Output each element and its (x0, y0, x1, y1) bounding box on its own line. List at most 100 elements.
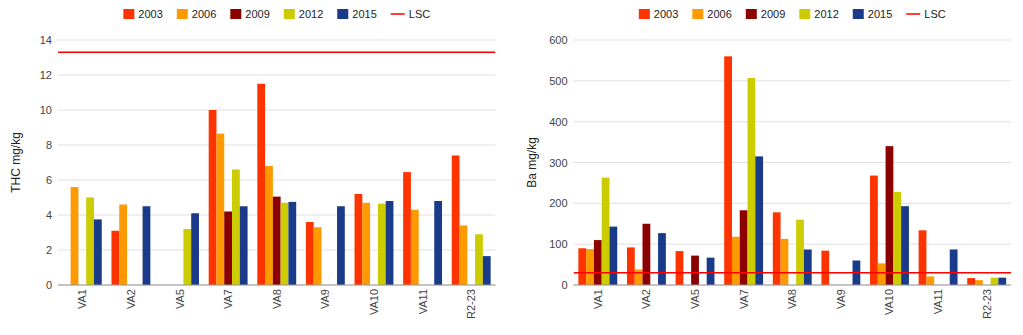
bar (386, 201, 394, 285)
bar (676, 251, 684, 285)
bar (643, 224, 651, 285)
x-tick-label: VA7 (222, 289, 234, 309)
grid-line (58, 285, 496, 286)
legend-item: 2003 (123, 8, 162, 20)
bar (281, 203, 289, 285)
panel: 0100200300400500600Ba mg/kgVA1VA2VA5VA7V… (525, 8, 1012, 319)
bar (434, 201, 442, 285)
grid-line (574, 285, 1012, 286)
bar (216, 134, 224, 285)
legend-swatch (123, 9, 134, 19)
legend-swatch (177, 9, 188, 19)
bar (475, 234, 483, 285)
legend-label: 2006 (707, 8, 731, 20)
bar (950, 249, 958, 285)
x-tick-label: VA5 (689, 289, 701, 309)
grid-line (574, 244, 1012, 245)
y-tick-label: 14 (40, 34, 52, 46)
bar (119, 205, 127, 286)
legend-label: 2003 (654, 8, 678, 20)
x-tick-label: VA2 (640, 289, 652, 309)
bar (314, 227, 322, 285)
legend-label: 2015 (352, 8, 376, 20)
bar (288, 202, 296, 285)
y-tick-label: 4 (46, 209, 52, 221)
legend-label: 2009 (245, 8, 269, 20)
y-tick-label: 8 (46, 139, 52, 151)
legend-swatch (337, 9, 348, 19)
grid-line (574, 121, 1012, 122)
legend-item: LSC (906, 8, 945, 20)
x-axis-line (58, 285, 496, 286)
x-tick-label: VA11 (417, 289, 429, 314)
bar (578, 248, 586, 285)
legend-item: 2015 (853, 8, 892, 20)
bar (586, 249, 594, 285)
y-axis-label: THC mg/kg (9, 132, 23, 193)
legend-swatch (284, 9, 295, 19)
legend-label: LSC (409, 8, 430, 20)
x-tick-label: VA7 (738, 289, 750, 309)
bar (878, 263, 886, 285)
y-tick-label: 600 (549, 34, 567, 46)
bar (94, 219, 102, 285)
bar (691, 256, 699, 285)
bar (740, 210, 748, 285)
legend-item: LSC (391, 8, 430, 20)
y-axis-label: Ba mg/kg (525, 137, 539, 188)
x-tick-label: VA1 (76, 289, 88, 309)
bar (627, 247, 635, 285)
bar (602, 178, 610, 285)
x-tick-label: VA9 (835, 289, 847, 309)
x-tick-label: R2-23 (981, 289, 993, 319)
bar (919, 230, 927, 285)
bar (804, 249, 812, 285)
legend-label: 2006 (192, 8, 216, 20)
bar (71, 187, 79, 285)
bar (240, 206, 248, 285)
grid-line (58, 40, 496, 41)
bar (635, 269, 643, 285)
bar (991, 278, 999, 285)
grid-line (58, 75, 496, 76)
bar (707, 258, 715, 285)
legend: 20032006200920122015LSC (123, 8, 430, 20)
bar (975, 280, 983, 285)
chart-canvas: 02468101214THC mg/kgVA1VA2VA5VA7VA8VA9VA… (0, 0, 1023, 335)
x-tick-label: VA10 (883, 289, 895, 315)
bar (483, 256, 491, 285)
bar (886, 146, 894, 285)
panel: 02468101214THC mg/kgVA1VA2VA5VA7VA8VA9VA… (9, 8, 496, 319)
bar (724, 56, 732, 285)
bar (748, 78, 756, 285)
y-tick-label: 200 (549, 197, 567, 209)
legend-label: 2015 (868, 8, 892, 20)
y-tick-label: 12 (40, 69, 52, 81)
bar (143, 206, 151, 285)
legend-label: 2003 (138, 8, 162, 20)
x-axis-line (574, 285, 1012, 286)
x-tick-label: VA5 (174, 289, 186, 309)
bar (273, 197, 281, 285)
legend-swatch (746, 9, 757, 19)
x-tick-label: VA1 (592, 289, 604, 309)
x-tick-label: VA2 (125, 289, 137, 309)
grid-line (58, 110, 496, 111)
bar (460, 226, 468, 286)
x-tick-label: VA9 (319, 289, 331, 309)
legend-item: 2009 (230, 8, 269, 20)
bar (111, 231, 119, 285)
bar (732, 237, 740, 285)
y-tick-label: 400 (549, 116, 567, 128)
bar (821, 251, 829, 285)
bar (265, 166, 273, 285)
legend-item: 2009 (746, 8, 785, 20)
bar (306, 222, 314, 285)
bar (378, 204, 386, 285)
reference-line (58, 52, 496, 54)
reference-line (574, 272, 1012, 274)
grid-line (58, 180, 496, 181)
y-tick-label: 300 (549, 157, 567, 169)
bar (355, 194, 363, 285)
y-tick-label: 10 (40, 104, 52, 116)
